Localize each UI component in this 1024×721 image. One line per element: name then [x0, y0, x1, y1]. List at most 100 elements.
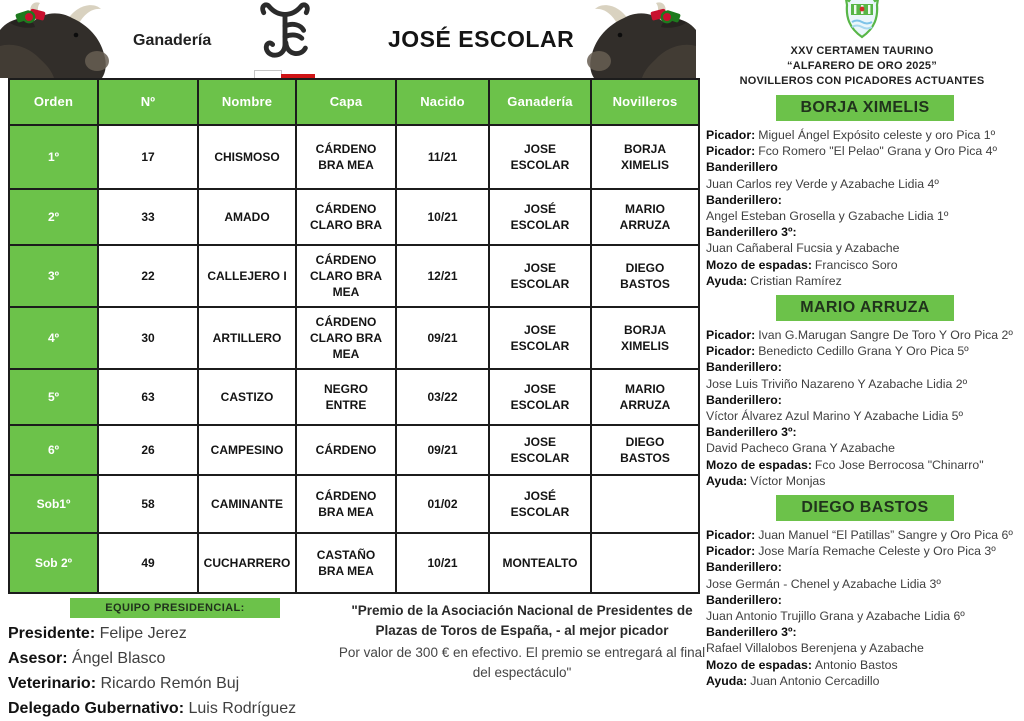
crew-line: Mozo de espadas: Fco Jose Berrocosa "Chin… — [706, 457, 1024, 473]
table-cell: 09/21 — [395, 306, 490, 370]
table-cell: CÁRDENO CLARO BRA MEA — [295, 244, 397, 308]
official-line: Presidente: Felipe Jerez — [8, 621, 296, 646]
crew-line: Juan Cañaberal Fucsia y Azabache — [706, 240, 1024, 256]
table-cell: CASTIZO — [197, 368, 297, 426]
table-cell: 09/21 — [395, 424, 490, 476]
crew-name-text: Jose María Remache Celeste y Oro Pica 3º — [758, 544, 996, 559]
right-column: XXV CERTAMEN TAURINO “ALFARERO DE ORO 20… — [700, 0, 1024, 701]
crew-name-text: Jose Luis Triviño Nazareno Y Azabache Li… — [706, 376, 968, 391]
column-header: Orden — [8, 78, 99, 126]
premio-title: "Premio de la Asociación Nacional de Pre… — [351, 603, 693, 638]
crew-role-label: Picador: — [706, 128, 756, 142]
table-cell: BORJA XIMELIS — [590, 306, 700, 370]
official-name-text: Ricardo Remón Buj — [96, 675, 240, 692]
orden-cell: 5º — [8, 368, 99, 426]
crew-line: Juan Carlos rey Verde y Azabache Lidia 4… — [706, 176, 1024, 192]
crew-role-label: Picador: — [706, 144, 756, 159]
crew-role-label: Picador: — [706, 328, 756, 343]
table-row: Sob1º 58 CAMINANTE CÁRDENO BRA MEA 01/02 JOSÉ… — [8, 474, 700, 534]
table-cell: MARIO ARRUZA — [590, 368, 700, 426]
event-title-line2: “ALFARERO DE ORO 2025” — [787, 60, 937, 72]
event-title-line3: NOVILLEROS CON PICADORES ACTUANTES — [739, 75, 985, 87]
crew-name-text: Fco Romero "El Pelao" Grana y Oro Pica 4… — [758, 144, 997, 159]
official-name-text: Luis Rodríguez — [184, 700, 297, 717]
table-cell: CÁRDENO BRA MEA — [295, 474, 397, 534]
table-cell — [590, 532, 700, 594]
table-cell: NEGRO ENTRE — [295, 368, 397, 426]
table-cell: 49 — [97, 532, 199, 594]
crew-name-text: Juan Antonio Trujillo Grana y Azabache L… — [706, 609, 965, 624]
table-cell: CAMINANTE — [197, 474, 297, 534]
crew-line: Banderillero — [706, 159, 1024, 175]
crew-line: Picador: Juan Manuel “El Patillas” Sangre… — [706, 527, 1024, 543]
table-cell: BORJA XIMELIS — [590, 124, 700, 190]
table-cell: 58 — [97, 474, 199, 534]
table-cell: 01/02 — [395, 474, 490, 534]
cattle-brand-icon — [260, 2, 310, 58]
table-cell: JOSÉ ESCOLAR — [488, 188, 592, 246]
column-header: Nº — [97, 78, 199, 126]
table-cell: CÁRDENO CLARO BRA MEA — [295, 306, 397, 370]
crew-line: Banderillero: — [706, 559, 1024, 575]
table-cell: CALLEJERO I — [197, 244, 297, 308]
crew-name-text: Francisco Soro — [814, 257, 898, 272]
table-cell: 22 — [97, 244, 199, 308]
table-cell: 30 — [97, 306, 199, 370]
table-cell: CASTAÑO BRA MEA — [295, 532, 397, 594]
crew-name-text: Fco Jose Berrocosa "Chinarro" — [814, 457, 984, 472]
crew-line: Jose Germán - Chenel y Azabache Lidia 3º — [706, 576, 1024, 592]
crew-line: Banderillero: — [706, 192, 1024, 208]
crew-line: Picador: Benedicto Cedillo Grana Y Oro Pi… — [706, 343, 1024, 359]
coat-of-arms-icon — [845, 0, 879, 39]
table-row: 1º 17 CHISMOSO CÁRDENO BRA MEA 11/21 JOSE ESC… — [8, 124, 700, 190]
crew-role-label: Banderillero 3º: — [706, 225, 797, 240]
crew-line: Juan Antonio Trujillo Grana y Azabache L… — [706, 608, 1024, 624]
torero-banner: MARIO ARRUZA — [776, 295, 954, 322]
table-cell: CÁRDENO CLARO BRA — [295, 188, 397, 246]
table-cell: 03/22 — [395, 368, 490, 426]
table-cell: 11/21 — [395, 124, 490, 190]
table-cell: CÁRDENO BRA MEA — [295, 124, 397, 190]
equipo-presidencial-list: Presidente: Felipe Jerez Asesor: Ángel Bl… — [8, 621, 296, 721]
crew-role-label: Banderillero: — [706, 392, 782, 407]
official-line: Veterinario: Ricardo Remón Buj — [8, 671, 296, 696]
orden-cell: 6º — [8, 424, 99, 476]
crew-line: Picador: Ivan G.Marugan Sangre De Toro Y … — [706, 327, 1024, 343]
crew-line: Víctor Álvarez Azul Marino Y Azabache Li… — [706, 408, 1024, 424]
crew-name-text: Juan Antonio Cercadillo — [750, 673, 880, 688]
crew-line: Banderillero: — [706, 359, 1024, 375]
masthead: Ganadería JOSÉ ESCOLAR — [0, 0, 700, 86]
crew-role-label: Mozo de espadas: — [706, 257, 812, 272]
crew-name-text: Ivan G.Marugan Sangre De Toro Y Oro Pica… — [758, 328, 1013, 343]
table-cell: JOSE ESCOLAR — [488, 424, 592, 476]
crew-line: Angel Esteban Grosella y Gzabache Lidia … — [706, 208, 1024, 224]
crew-line: Rafael Villalobos Berenjena y Azabache — [706, 640, 1024, 656]
crew-role-label: Banderillero: — [706, 360, 782, 375]
crew-line: Banderillero: — [706, 392, 1024, 408]
crew-line: David Pacheco Grana Y Azabache — [706, 440, 1024, 456]
table-cell: JOSE ESCOLAR — [488, 306, 592, 370]
orden-cell: Sob1º — [8, 474, 99, 534]
table-cell: 33 — [97, 188, 199, 246]
table-cell: MONTEALTO — [488, 532, 592, 594]
event-title: XXV CERTAMEN TAURINO “ALFARERO DE ORO 20… — [700, 44, 1024, 89]
crew-role-label: Ayuda: — [706, 473, 748, 488]
column-header: Capa — [295, 78, 397, 126]
orden-cell: 3º — [8, 244, 99, 308]
ganaderia-label: Ganadería — [133, 32, 212, 49]
table-cell: 63 — [97, 368, 199, 426]
crew-role-label: Mozo de espadas: — [706, 457, 812, 472]
table-cell: AMADO — [197, 188, 297, 246]
official-line: Asesor: Ángel Blasco — [8, 646, 296, 671]
crew-name-text: Benedicto Cedillo Grana Y Oro Pica 5º — [758, 344, 969, 359]
official-line: Delegado Gubernativo: Luis Rodríguez — [8, 696, 296, 721]
table-cell: JOSE ESCOLAR — [488, 368, 592, 426]
torero-banner: BORJA XIMELIS — [776, 95, 954, 121]
crew-line: Mozo de espadas: Antonio Bastos — [706, 657, 1024, 673]
official-role-label: Asesor: — [8, 650, 68, 667]
crew-role-label: Banderillero 3º: — [706, 625, 797, 640]
crew-line: Banderillero: — [706, 592, 1024, 608]
column-header: Nombre — [197, 78, 297, 126]
crew-line: Ayuda: Cristian Ramírez — [706, 273, 1024, 289]
crew-name-text: Juan Carlos rey Verde y Azabache Lidia 4… — [706, 176, 939, 191]
